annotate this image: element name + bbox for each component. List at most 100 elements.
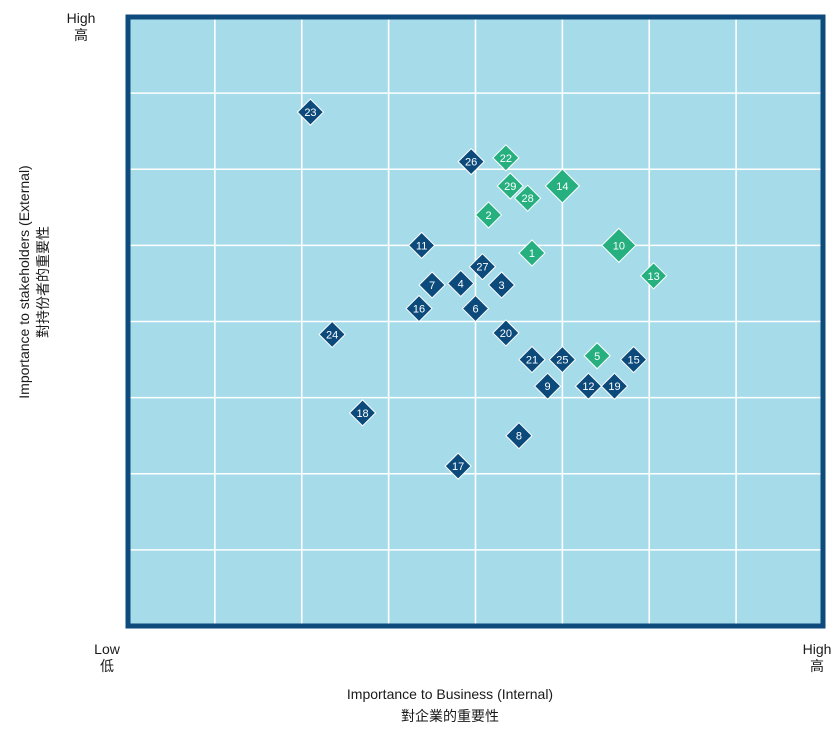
point-label: 16: [413, 304, 425, 316]
point-label: 28: [522, 193, 534, 205]
x-axis-title-zh: 對企業的重要性: [401, 708, 499, 724]
data-point-12: 12: [574, 372, 603, 400]
point-label: 8: [516, 431, 522, 443]
data-point-19: 19: [600, 372, 629, 400]
data-point-5: 5: [583, 342, 611, 370]
point-marker: [619, 345, 648, 374]
point-marker: [513, 184, 542, 212]
point-label: 5: [594, 351, 600, 363]
data-point-21: 21: [518, 345, 546, 374]
point-marker: [457, 147, 485, 176]
data-point-17: 17: [444, 452, 472, 480]
data-point-15: 15: [619, 345, 648, 374]
point-label: 13: [647, 271, 659, 283]
point-label: 1: [529, 248, 535, 260]
point-label: 3: [499, 280, 505, 292]
point-marker: [468, 252, 497, 281]
point-label: 18: [356, 408, 368, 420]
point-label: 2: [485, 210, 491, 222]
data-point-24: 24: [318, 320, 346, 349]
point-label: 17: [452, 461, 464, 473]
data-point-26: 26: [457, 147, 485, 176]
y-high-en: High: [66, 10, 96, 26]
point-label: 4: [458, 278, 464, 290]
point-marker: [548, 345, 577, 374]
x-high-zh: 高: [810, 658, 824, 674]
data-point-14: 14: [544, 168, 581, 204]
point-marker: [492, 319, 520, 347]
point-label: 21: [526, 355, 538, 367]
point-marker: [518, 239, 546, 267]
data-point-22: 22: [492, 144, 520, 172]
data-point-28: 28: [513, 184, 542, 212]
point-marker: [533, 372, 562, 400]
point-label: 23: [304, 107, 316, 119]
point-label: 9: [545, 381, 551, 393]
point-label: 12: [582, 381, 594, 393]
data-point-23: 23: [296, 98, 325, 126]
point-marker: [518, 345, 546, 374]
point-marker: [544, 168, 581, 204]
data-point-2: 2: [474, 201, 503, 229]
point-label: 15: [627, 355, 639, 367]
data-point-25: 25: [548, 345, 577, 374]
data-point-16: 16: [405, 294, 433, 323]
data-point-18: 18: [348, 399, 377, 427]
data-point-6: 6: [461, 294, 490, 323]
point-label: 26: [465, 157, 477, 169]
point-marker: [296, 98, 325, 126]
point-label: 6: [472, 304, 478, 316]
point-label: 11: [416, 240, 427, 252]
point-marker: [407, 231, 436, 260]
y-axis-title-en: Importance to stakeholders (External): [16, 165, 32, 399]
point-marker: [418, 271, 446, 299]
data-point-7: 7: [418, 271, 446, 299]
point-label: 10: [613, 240, 625, 252]
point-marker: [583, 342, 611, 370]
point-marker: [639, 262, 668, 290]
point-label: 7: [429, 280, 435, 292]
point-marker: [600, 372, 629, 400]
point-marker: [405, 294, 433, 323]
data-point-29: 29: [496, 172, 524, 200]
plot-frame: [125, 14, 826, 629]
x-axis-title-en: Importance to Business (Internal): [346, 686, 554, 702]
data-point-27: 27: [468, 252, 497, 281]
point-label: 24: [326, 329, 338, 341]
x-low-zh: 低: [100, 658, 114, 674]
x-axis-title: Importance to Business (Internal) 對企業的重要…: [260, 683, 640, 727]
point-marker: [444, 452, 472, 480]
y-high-zh: 高: [74, 27, 88, 43]
point-marker: [461, 294, 490, 323]
point-marker: [601, 227, 637, 264]
point-marker: [348, 399, 377, 427]
y-axis-title-zh: 對持份者的重要性: [35, 226, 51, 339]
data-point-11: 11: [407, 231, 436, 260]
data-point-4: 4: [447, 269, 475, 298]
point-marker: [496, 172, 524, 200]
point-marker: [487, 271, 516, 299]
x-high-label: High 高: [795, 641, 839, 675]
data-point-9: 9: [533, 372, 562, 400]
point-label: 14: [556, 181, 568, 193]
point-label: 19: [608, 381, 620, 393]
point-marker: [574, 372, 603, 400]
data-point-3: 3: [487, 271, 516, 299]
point-label: 22: [500, 153, 512, 165]
x-low-label: Low 低: [82, 641, 132, 675]
point-label: 29: [504, 181, 516, 193]
point-marker: [474, 201, 503, 229]
x-high-en: High: [802, 641, 832, 657]
point-marker: [505, 421, 533, 450]
data-point-8: 8: [505, 421, 533, 450]
data-point-20: 20: [492, 319, 520, 347]
data-point-10: 10: [601, 227, 637, 264]
point-label: 27: [476, 262, 488, 274]
data-point-13: 13: [639, 262, 668, 290]
point-label: 25: [556, 355, 568, 367]
point-label: 20: [500, 328, 512, 340]
point-marker: [447, 269, 475, 298]
y-high-label: High 高: [55, 10, 107, 44]
data-point-1: 1: [518, 239, 546, 267]
